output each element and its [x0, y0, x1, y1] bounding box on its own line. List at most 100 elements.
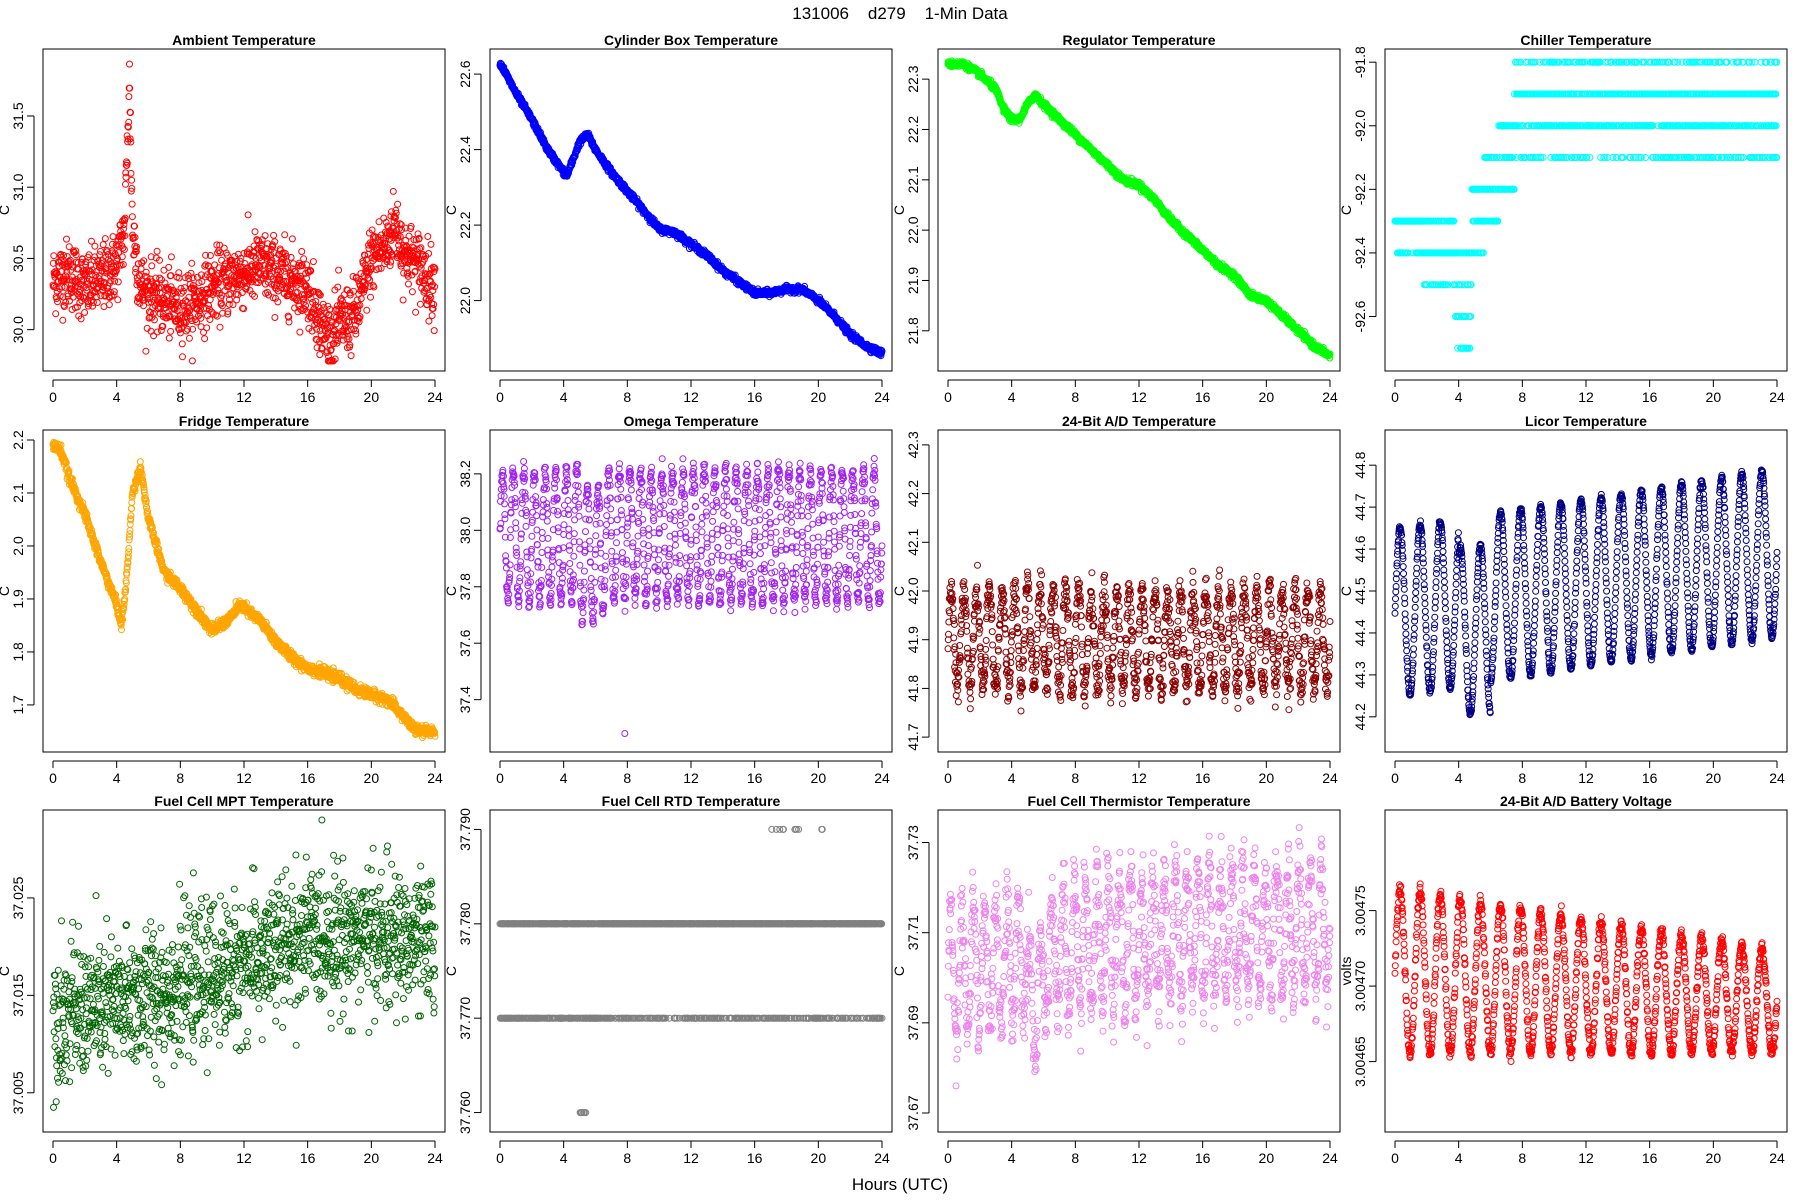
x-tick-label: 24 [874, 389, 890, 405]
panel-title: Ambient Temperature [172, 32, 316, 48]
data-point [208, 267, 216, 275]
data-point [148, 262, 156, 270]
data-point [173, 307, 181, 314]
data-point [120, 225, 128, 233]
data-point [88, 237, 95, 245]
data-point [347, 352, 355, 360]
data-point [427, 240, 435, 248]
data-point [298, 248, 306, 255]
y-tick-label: 22.6 [457, 60, 473, 87]
y-tick-label: 22.4 [457, 136, 473, 163]
data-point [189, 282, 197, 289]
data-point [99, 283, 107, 291]
data-point [296, 328, 304, 336]
data-point [153, 328, 161, 336]
data-point [425, 317, 433, 325]
x-tick-label: 8 [176, 389, 184, 405]
data-point [216, 323, 224, 331]
data-point [109, 233, 117, 241]
data-point [111, 268, 119, 276]
data-point [223, 251, 231, 259]
data-point [109, 240, 116, 248]
x-tick-label: 8 [1071, 389, 1079, 405]
data-point [408, 288, 416, 296]
data-point [211, 261, 219, 269]
data-point [90, 257, 98, 264]
data-point [59, 293, 67, 301]
data-point [270, 231, 278, 239]
x-tick-label: 4 [113, 389, 121, 405]
data-point [178, 340, 186, 348]
data-point [416, 300, 424, 308]
data-point [178, 289, 185, 297]
y-tick-label: 30.0 [10, 316, 26, 343]
data-point [128, 213, 136, 221]
data-point [428, 312, 436, 320]
data-point [72, 251, 80, 259]
data-point [218, 291, 226, 299]
data-point [93, 299, 101, 306]
data-point [165, 263, 173, 271]
data-point [91, 242, 99, 250]
data-point [213, 276, 220, 284]
data-point [430, 327, 438, 335]
x-tick-label: 12 [1131, 389, 1147, 405]
data-point [218, 256, 226, 264]
plot-frame [489, 48, 893, 372]
data-points [1391, 58, 1781, 352]
data-point [110, 291, 118, 299]
data-point [107, 288, 115, 296]
data-point [394, 200, 402, 208]
y-tick-label: 31.0 [10, 173, 26, 200]
data-points [944, 57, 1334, 362]
x-tick-label: 24 [427, 389, 443, 405]
data-point [206, 252, 214, 259]
data-point [52, 310, 60, 318]
data-point [115, 249, 123, 257]
y-tick-label: 22.3 [905, 65, 921, 92]
y-axis: 21.821.922.022.122.222.3C [891, 65, 930, 344]
data-point [121, 214, 129, 222]
data-point [77, 259, 85, 266]
data-point [224, 310, 232, 318]
data-point [125, 118, 133, 126]
data-point [197, 323, 205, 331]
y-tick-label: 22.0 [457, 287, 473, 314]
data-point [89, 302, 97, 310]
data-point [214, 286, 222, 294]
data-point [128, 184, 136, 192]
data-point [127, 138, 135, 146]
data-point [193, 318, 201, 326]
data-point [126, 84, 134, 92]
data-point [69, 263, 77, 271]
data-point [61, 275, 69, 283]
data-point [79, 293, 87, 301]
y-tick-label: 21.9 [905, 267, 921, 294]
data-point [196, 310, 204, 318]
data-point [412, 308, 420, 316]
x-tick-label: 16 [300, 389, 316, 405]
data-point [185, 334, 193, 342]
data-point [89, 298, 97, 306]
x-tick-label: 8 [623, 389, 631, 405]
x-axis: 0 4 8 12 16 20 24 [496, 379, 890, 405]
y-axis-label: C [891, 205, 907, 215]
data-point [188, 357, 196, 365]
data-point [405, 280, 412, 288]
data-point [128, 200, 136, 208]
data-point [142, 347, 150, 355]
data-point [179, 353, 186, 361]
data-point [167, 327, 175, 335]
data-point [288, 235, 296, 243]
data-point [209, 272, 217, 280]
data-point [128, 176, 136, 184]
data-point [157, 327, 165, 334]
y-tick-label: 22.1 [905, 166, 921, 193]
data-point [221, 287, 229, 295]
data-point [112, 267, 120, 275]
data-point [127, 187, 135, 195]
data-point [197, 314, 205, 322]
data-point [201, 335, 209, 343]
